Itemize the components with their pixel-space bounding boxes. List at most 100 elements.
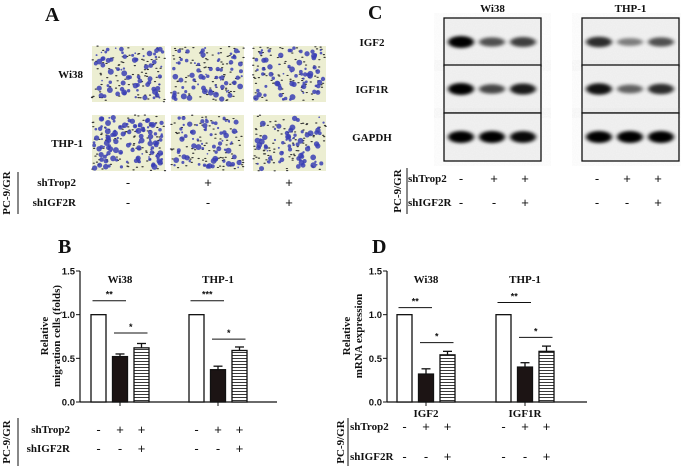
stained-cell — [195, 123, 199, 127]
stained-cell — [219, 68, 223, 72]
stained-cell — [287, 147, 293, 152]
stained-cell — [205, 119, 209, 124]
stained-cell — [220, 84, 225, 90]
stained-cell — [197, 162, 201, 166]
panel-letter-d: D — [372, 236, 386, 258]
stained-cell — [135, 129, 139, 133]
stained-cell — [259, 51, 263, 55]
stained-cell — [108, 116, 111, 119]
stained-cell — [149, 150, 155, 155]
stained-cell — [176, 150, 181, 154]
cell-dot — [189, 62, 193, 64]
cell-dot — [265, 99, 268, 101]
stained-cell — [100, 62, 106, 68]
row-label: Wi38 — [58, 69, 83, 81]
cell-dot — [322, 53, 326, 56]
stained-cell — [227, 92, 233, 98]
minus-sign: - — [118, 441, 122, 456]
cell-dot — [178, 56, 182, 58]
stained-cell — [266, 149, 269, 152]
cell-dot — [310, 141, 313, 143]
cell-dot — [162, 125, 165, 127]
cell-dot — [321, 82, 325, 84]
cell-dot — [242, 47, 245, 49]
plus-sign: + — [116, 422, 124, 437]
cell-dot — [265, 159, 268, 161]
treatment-label: shIGF2R — [408, 197, 452, 209]
stained-cell — [125, 160, 129, 164]
cell-dot — [163, 57, 166, 59]
stained-cell — [310, 154, 317, 161]
stained-cell — [233, 119, 239, 125]
stained-cell — [105, 120, 111, 126]
cell-dot — [143, 69, 147, 71]
row-label: THP-1 — [51, 138, 83, 150]
stained-cell — [103, 163, 109, 170]
cell-dot — [118, 158, 122, 160]
cell-dot — [192, 152, 195, 154]
plus-sign: + — [654, 171, 662, 186]
stained-cell — [312, 65, 317, 70]
stained-cell — [222, 159, 226, 163]
stained-cell — [214, 75, 219, 80]
cell-dot — [254, 148, 257, 150]
stained-cell — [267, 64, 273, 70]
y-tick-label: 1.5 — [369, 267, 383, 278]
cell-dot — [95, 153, 99, 155]
plus-sign: + — [236, 422, 244, 437]
cell-dot — [114, 87, 118, 89]
cell-dot — [220, 61, 223, 63]
stained-cell — [145, 117, 151, 123]
cell-dot — [291, 52, 294, 54]
stained-cell — [159, 120, 164, 126]
bar-control — [188, 314, 205, 403]
stained-cell — [147, 76, 153, 82]
y-tick-label: 1.0 — [62, 310, 75, 321]
stained-cell — [286, 134, 291, 140]
cell-dot — [316, 76, 319, 78]
stained-cell — [173, 163, 176, 167]
stained-cell — [261, 134, 268, 141]
stained-cell — [200, 119, 205, 124]
stained-cell — [302, 159, 307, 164]
cell-dot — [241, 166, 245, 168]
stained-cell — [177, 61, 181, 65]
stained-cell — [141, 152, 144, 155]
significance-label: * — [435, 332, 439, 342]
group-label: PC-9/GR — [1, 419, 13, 463]
cell-dot — [144, 75, 147, 77]
protein-band — [479, 131, 505, 143]
cell-dot — [144, 72, 148, 75]
cell-dot — [169, 92, 173, 94]
cell-dot — [162, 101, 166, 103]
stained-cell — [278, 92, 283, 98]
stained-cell — [103, 158, 109, 164]
stained-cell — [107, 68, 114, 75]
micrograph — [169, 46, 245, 102]
stained-cell — [256, 162, 259, 165]
stained-cell — [191, 137, 195, 140]
protein-band — [648, 83, 674, 95]
stained-cell — [116, 67, 120, 72]
stained-cell — [172, 73, 179, 80]
cell-dot — [252, 64, 255, 66]
cell-dot — [185, 165, 188, 167]
stained-cell — [121, 70, 128, 77]
cell-dot — [304, 144, 308, 146]
stained-cell — [223, 148, 227, 151]
bar-shtrop2 — [209, 369, 227, 403]
cell-dot — [117, 64, 120, 66]
stained-cell — [189, 72, 195, 78]
stained-cell — [298, 158, 302, 162]
cell-dot — [145, 150, 148, 152]
stained-cell — [134, 57, 139, 62]
stained-cell — [148, 138, 151, 141]
cell-dot — [269, 54, 273, 56]
stained-cell — [281, 151, 284, 154]
stained-cell — [302, 91, 305, 94]
cell-dot — [229, 83, 232, 85]
stained-cell — [196, 62, 201, 67]
plus-sign: + — [204, 175, 212, 190]
stained-cell — [223, 80, 229, 86]
cell-dot — [322, 136, 326, 138]
